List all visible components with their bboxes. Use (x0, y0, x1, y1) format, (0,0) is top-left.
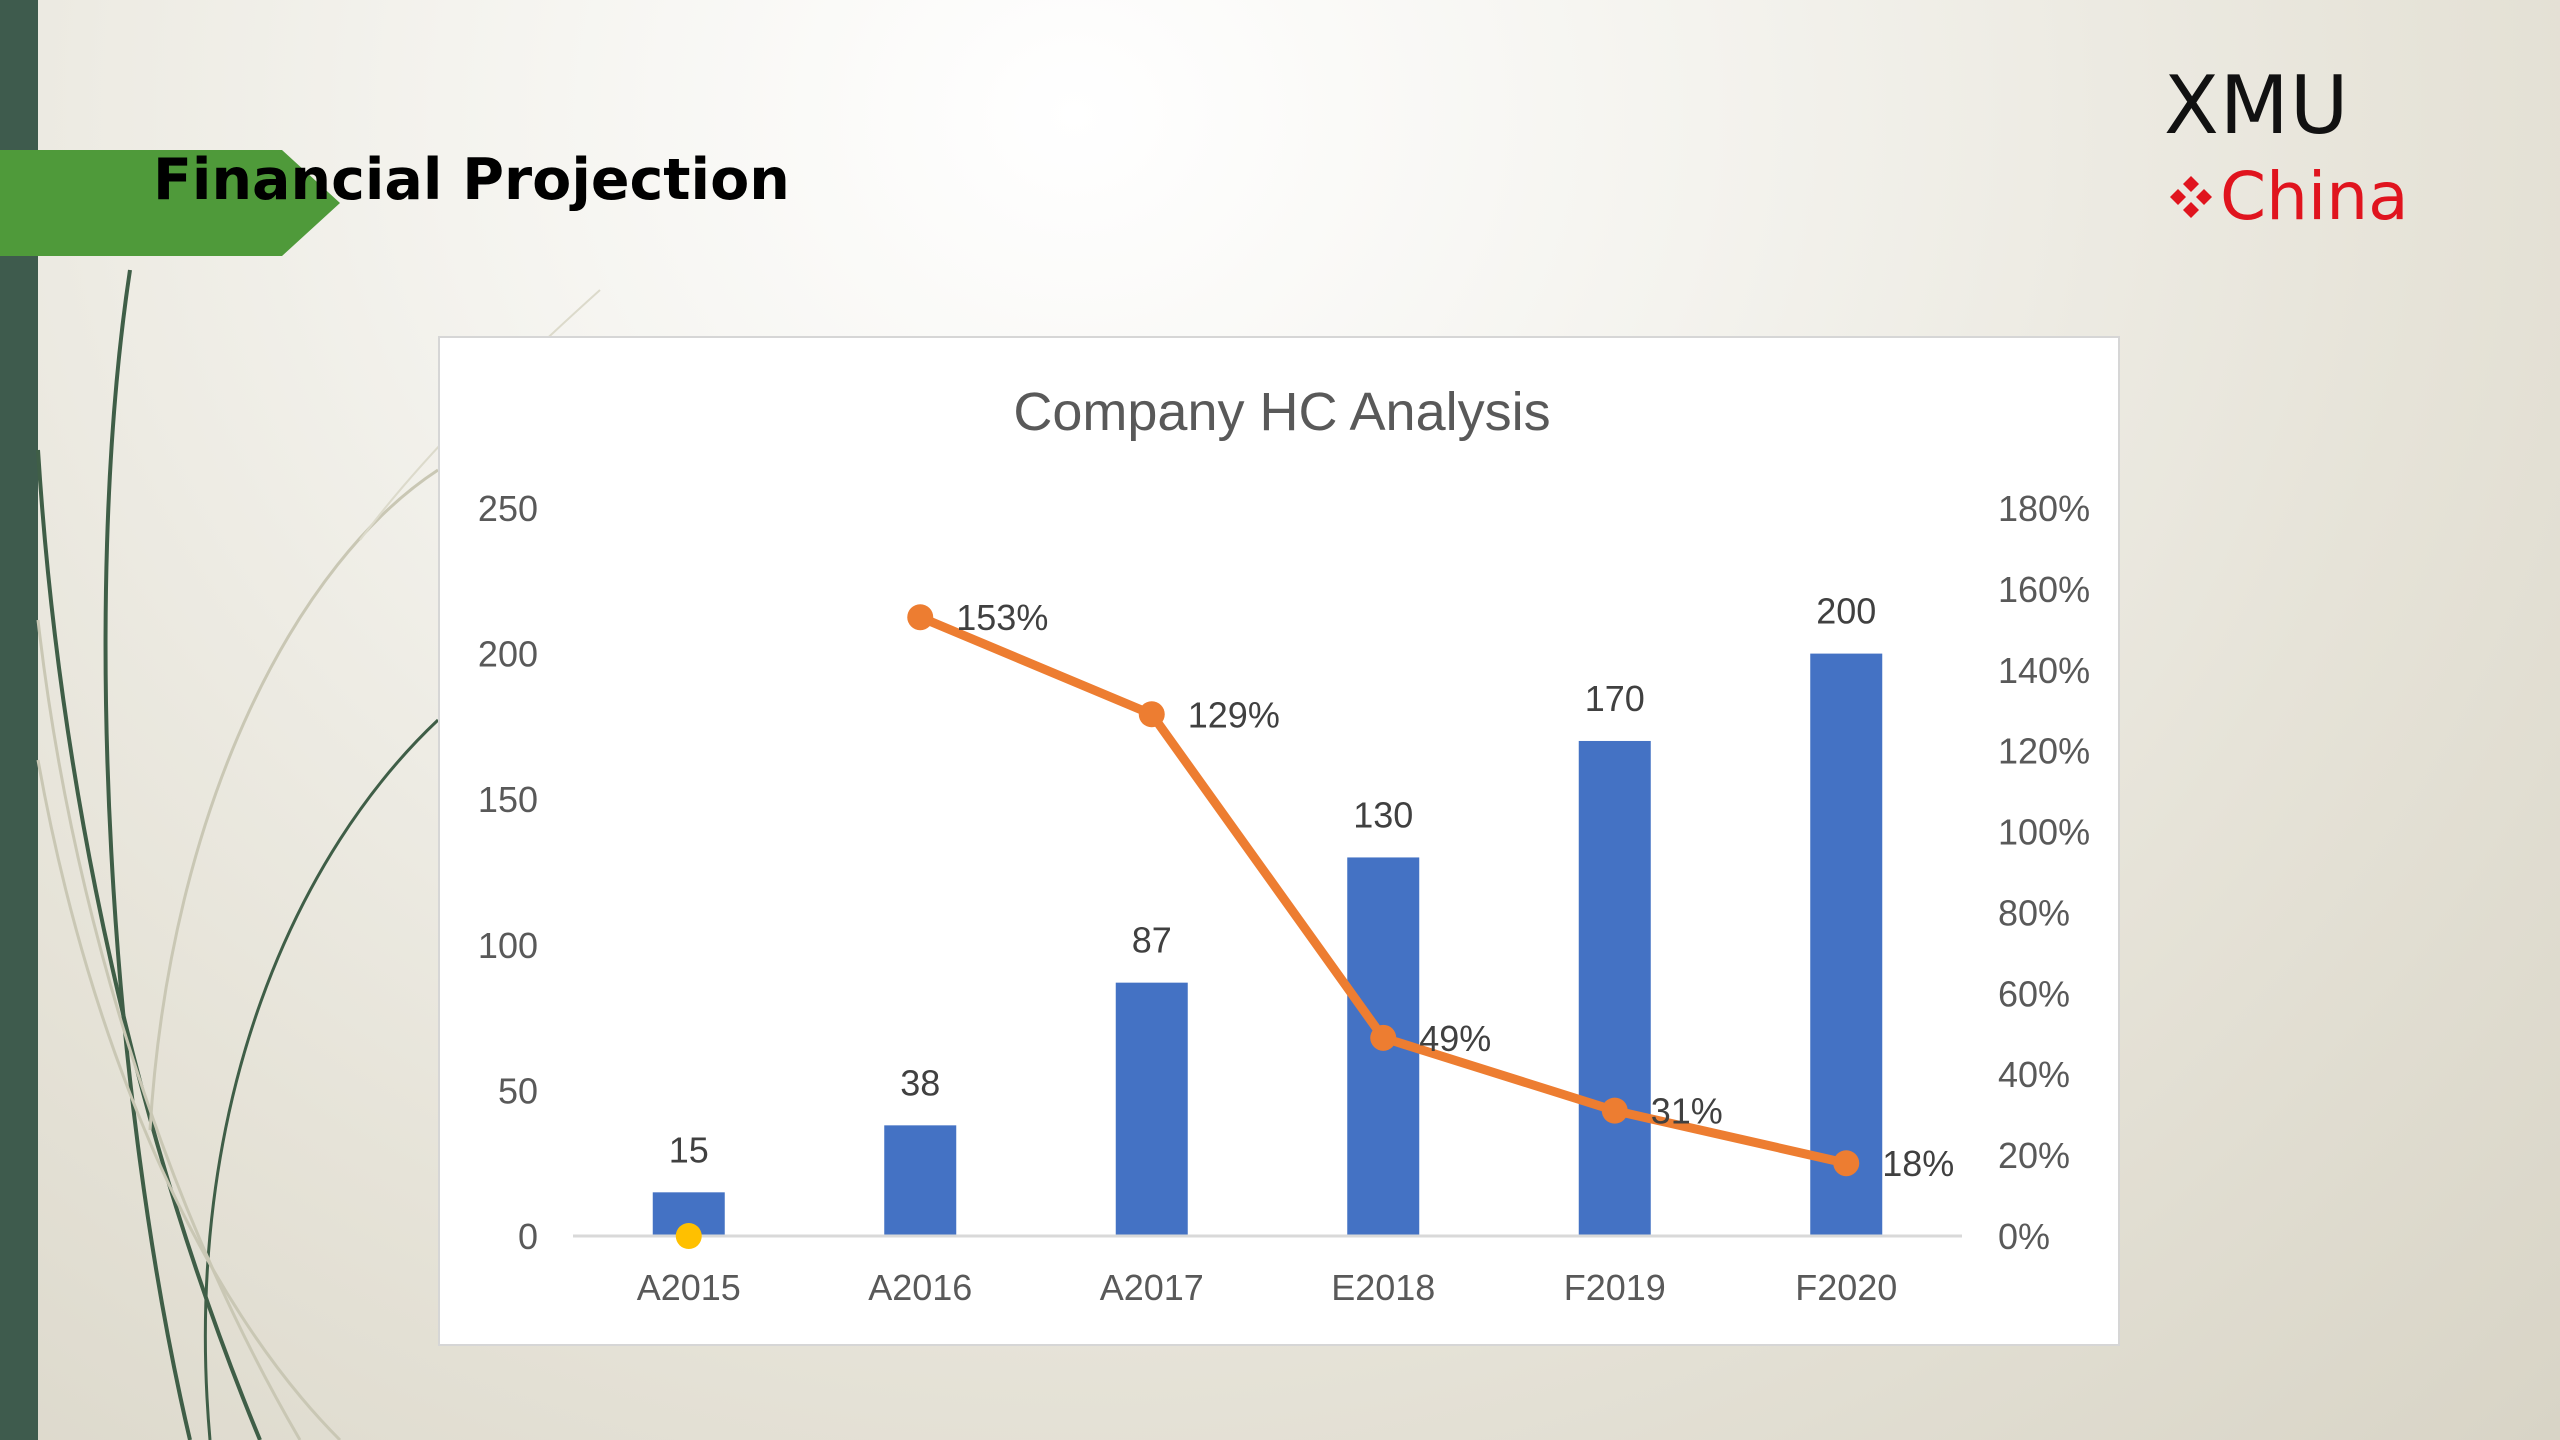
y-right-tick-label: 140% (1998, 650, 2090, 691)
bar-data-label: 170 (1585, 678, 1645, 719)
logo-xmu-text: XMU (2164, 59, 2350, 152)
y-left-tick-label: 0 (518, 1216, 538, 1257)
x-tick-label: A2016 (868, 1267, 972, 1308)
bar-f2020 (1810, 653, 1883, 1236)
y-right-tick-label: 0% (1998, 1216, 2050, 1257)
xmu-china-logo: XMU China (2160, 66, 2420, 236)
bar-data-label: 87 (1132, 920, 1172, 961)
growth-point-e2018 (1370, 1024, 1397, 1051)
bar-f2019 (1578, 740, 1651, 1236)
logo-china-text: China (2220, 158, 2409, 235)
diamond-cluster-icon (2170, 176, 2212, 218)
y-left-tick-label: 200 (478, 634, 538, 675)
line-data-label: 129% (1188, 694, 1280, 735)
growth-point-f2019 (1601, 1097, 1628, 1124)
y-right-tick-label: 160% (1998, 569, 2090, 610)
x-tick-label: F2019 (1564, 1267, 1666, 1308)
bar-a2017 (1115, 982, 1188, 1236)
growth-point-a2016 (907, 604, 934, 631)
y-right-tick-label: 120% (1998, 731, 2090, 772)
y-left-tick-label: 100 (478, 925, 538, 966)
slide-title: Financial Projection (153, 147, 790, 213)
x-tick-label: A2017 (1100, 1267, 1204, 1308)
bar-data-label: 200 (1816, 591, 1876, 632)
x-tick-label: F2020 (1795, 1267, 1897, 1308)
growth-point-f2020 (1833, 1150, 1860, 1177)
y-left-tick-label: 250 (478, 488, 538, 529)
bar-data-label: 130 (1353, 794, 1413, 835)
bar-data-label: 15 (669, 1129, 709, 1170)
y-left-tick-label: 150 (478, 779, 538, 820)
line-data-label: 153% (956, 597, 1048, 638)
y-right-tick-label: 80% (1998, 892, 2070, 933)
y-right-tick-label: 100% (1998, 812, 2090, 853)
y-right-tick-label: 20% (1998, 1135, 2070, 1176)
bar-a2016 (884, 1125, 957, 1236)
y-right-tick-label: 60% (1998, 973, 2070, 1014)
line-data-label: 31% (1651, 1091, 1723, 1132)
bar-data-label: 38 (900, 1062, 940, 1103)
growth-point-a2015 (675, 1223, 702, 1249)
chart-card: Company HC Analysis 0 50 100 150 200 250 0% 20%… (438, 336, 2120, 1346)
combo-chart: Company HC Analysis 0 50 100 150 200 250 0% 20%… (478, 382, 2090, 1308)
x-tick-label: A2015 (637, 1267, 741, 1308)
line-data-label: 49% (1419, 1018, 1491, 1059)
growth-point-a2017 (1138, 701, 1165, 728)
y-right-tick-label: 180% (1998, 488, 2090, 529)
line-data-label: 18% (1882, 1143, 1954, 1184)
chart-title: Company HC Analysis (1013, 382, 1550, 442)
y-right-tick-label: 40% (1998, 1054, 2070, 1095)
title-banner (0, 150, 340, 256)
y-left-tick-label: 50 (498, 1070, 538, 1111)
x-tick-label: E2018 (1331, 1267, 1435, 1308)
